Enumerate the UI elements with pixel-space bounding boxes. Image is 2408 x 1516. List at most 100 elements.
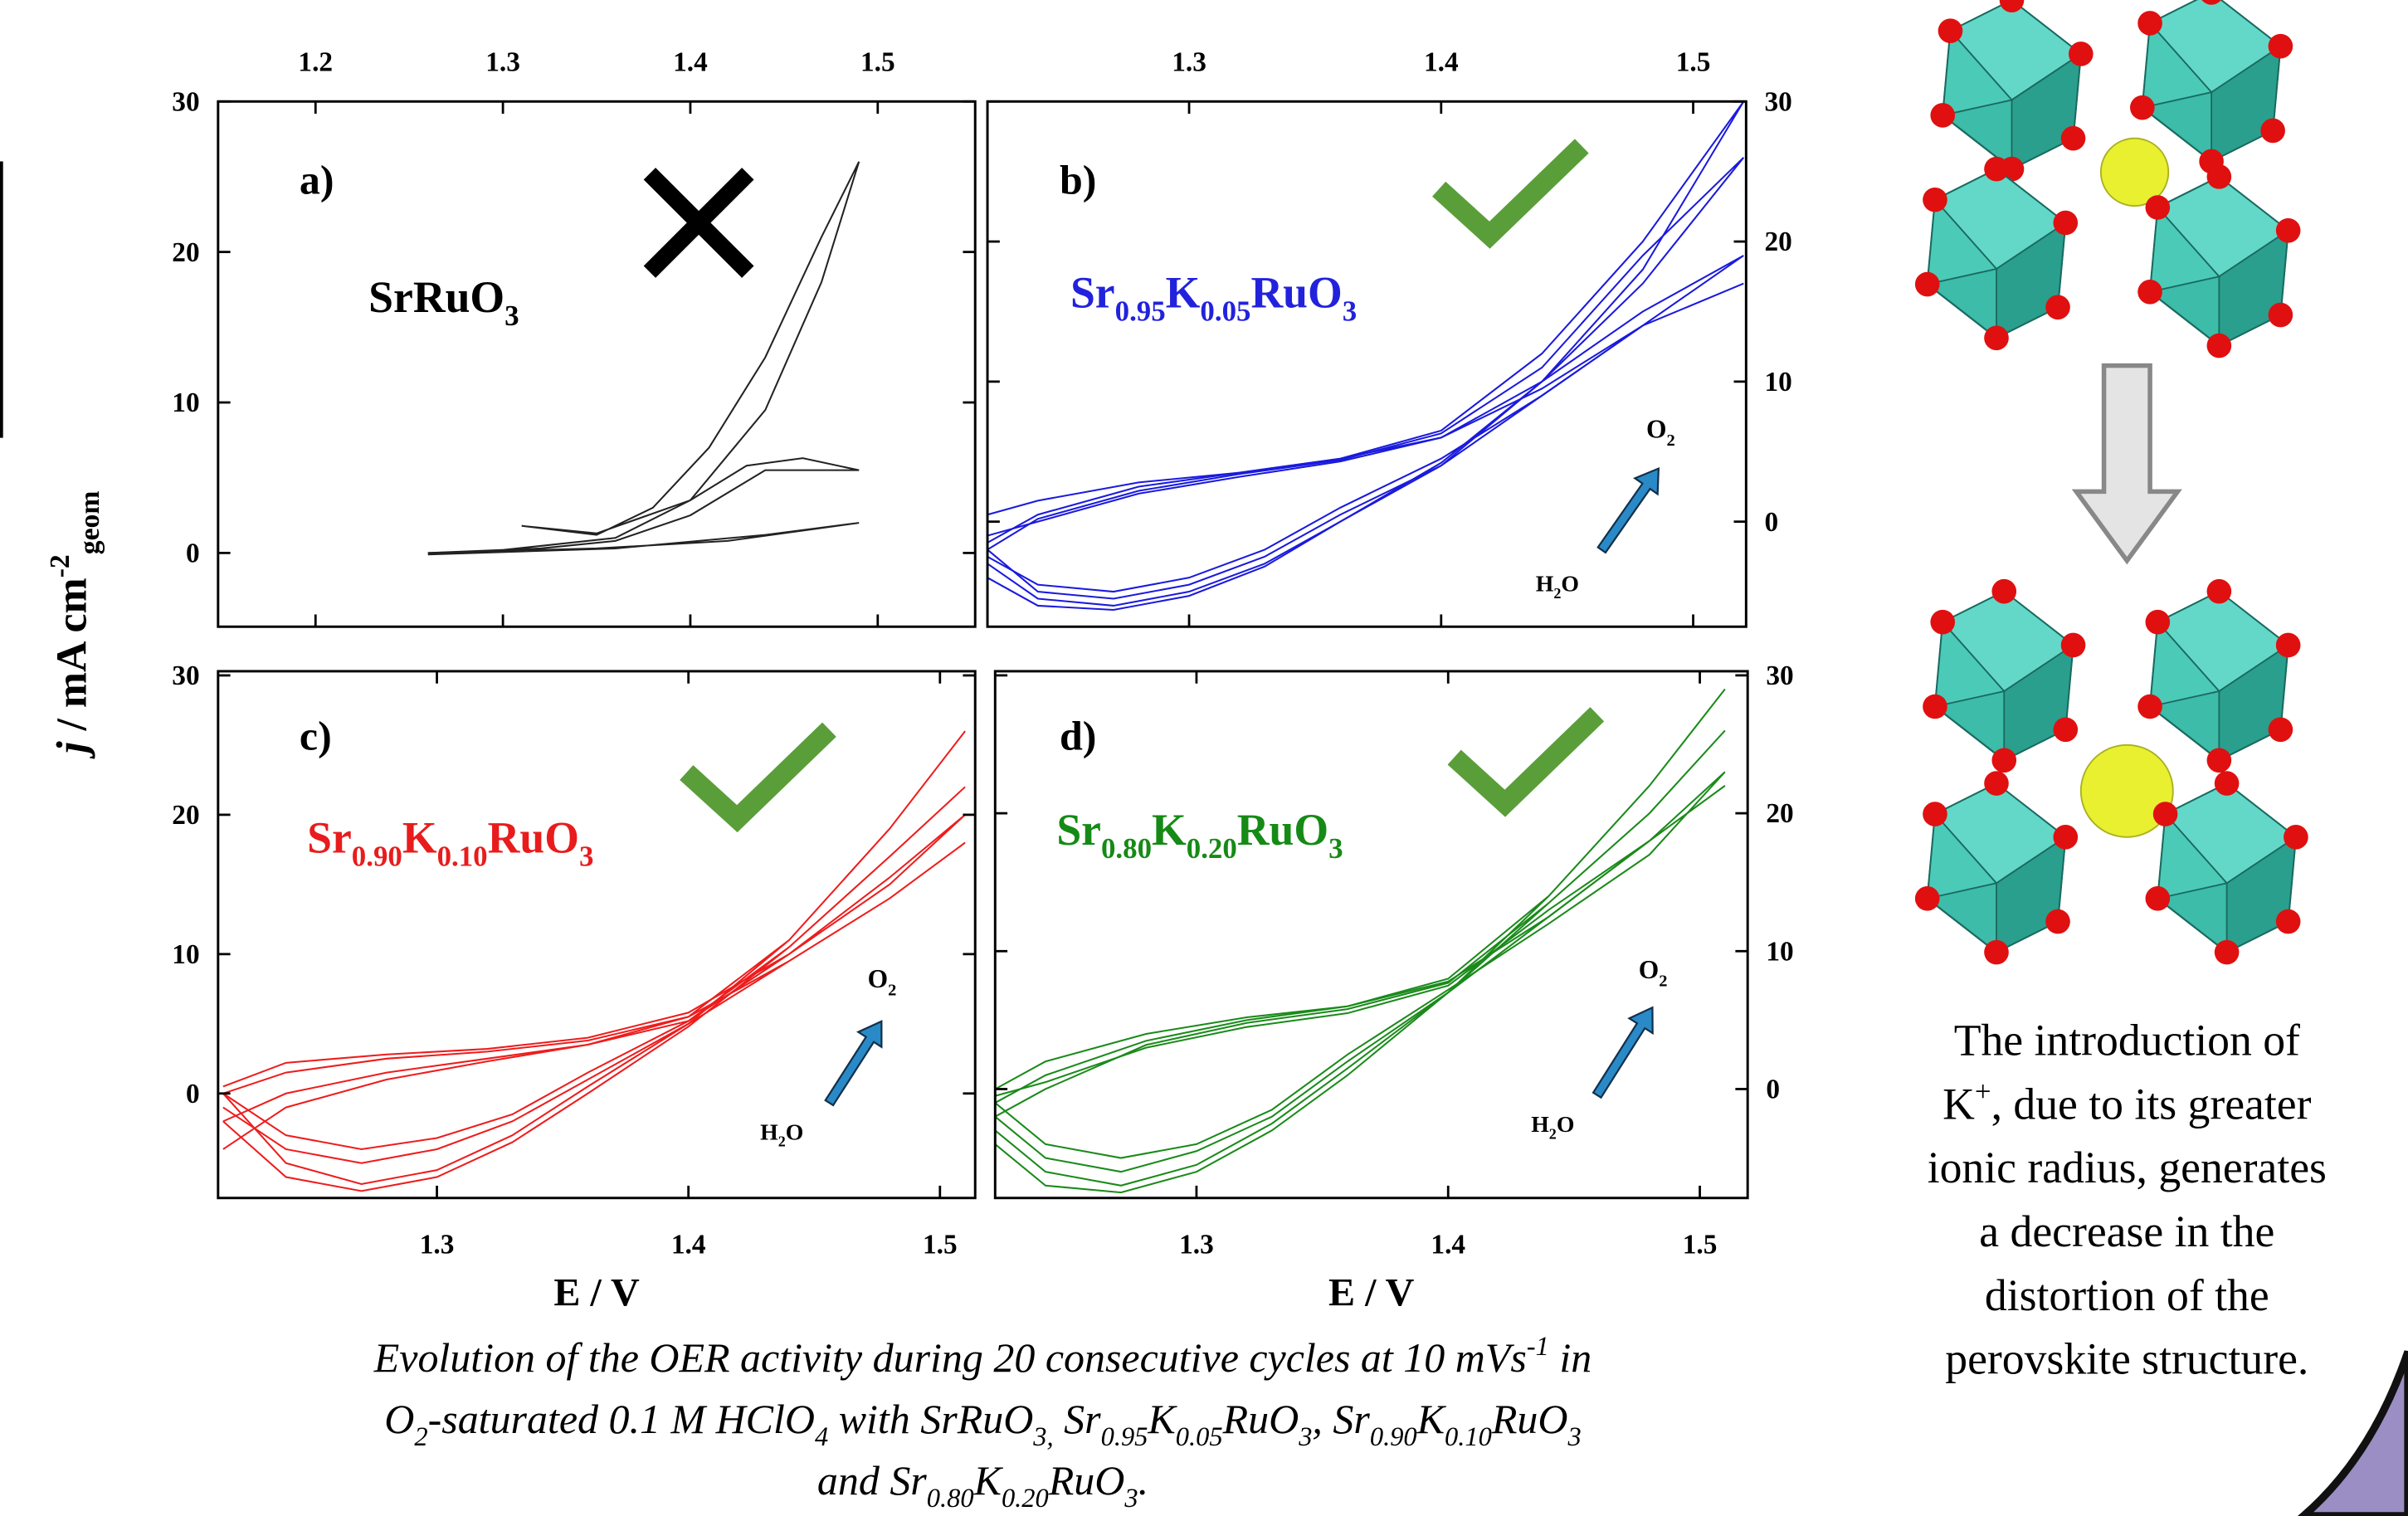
y-tick-label: 10 bbox=[172, 939, 199, 970]
text-segment: K bbox=[1166, 267, 1201, 317]
cv-curve bbox=[987, 282, 1744, 593]
text-segment: RuO bbox=[1491, 1396, 1568, 1442]
compound-label: Sr0.95K0.05RuO3 bbox=[1070, 267, 1357, 327]
corner-decoration bbox=[2297, 1350, 2408, 1516]
x-tick-label: 1.4 bbox=[1431, 1229, 1465, 1260]
y-axis-label: j / mA cm-2geom bbox=[45, 491, 105, 759]
cv-curve bbox=[994, 729, 1726, 1194]
text-segment: O bbox=[1557, 1112, 1575, 1138]
plot-frame bbox=[217, 670, 977, 1200]
text-segment: 3 bbox=[1328, 832, 1343, 865]
text-segment: 0.20 bbox=[1002, 1484, 1049, 1514]
cv-curve bbox=[521, 161, 860, 536]
product-label: O2 bbox=[1646, 415, 1675, 450]
text-segment: O bbox=[1646, 415, 1666, 444]
text-segment: K bbox=[1152, 805, 1187, 855]
text-segment: O bbox=[384, 1396, 414, 1442]
text-segment: K bbox=[1416, 1396, 1447, 1442]
structure-relaxed bbox=[1913, 578, 2309, 966]
compound-label: Sr0.80K0.20RuO3 bbox=[1056, 805, 1343, 865]
text-segment: 0.80 bbox=[1101, 832, 1152, 865]
compound-label: Sr0.90K0.10RuO3 bbox=[307, 812, 593, 872]
text-segment: , Sr bbox=[1312, 1396, 1370, 1442]
octahedron bbox=[1922, 578, 2087, 774]
text-segment: distortion of the bbox=[1985, 1270, 2269, 1320]
x-tick-label: 1.3 bbox=[1179, 1229, 1214, 1260]
y-tick-label: 30 bbox=[172, 661, 199, 691]
text-segment: 0.10 bbox=[437, 840, 488, 872]
text-segment: 0.05 bbox=[1200, 295, 1250, 327]
side-text-line: a decrease in the bbox=[1979, 1206, 2274, 1256]
y-tick-label: 10 bbox=[1766, 936, 1793, 967]
text-segment: 0.90 bbox=[352, 840, 402, 872]
caption-line: Evolution of the OER activity during 20 … bbox=[373, 1332, 1592, 1381]
y-tick-label: 0 bbox=[186, 538, 200, 568]
text-segment: 0.95 bbox=[1115, 295, 1166, 327]
panel-label: b) bbox=[1060, 156, 1096, 202]
text-segment: 2 bbox=[888, 982, 896, 1000]
text-segment: H bbox=[1531, 1112, 1549, 1138]
x-tick-label: 1.4 bbox=[671, 1229, 706, 1260]
plot-frame bbox=[217, 100, 977, 628]
arrow-shape bbox=[1592, 1006, 1654, 1099]
text-segment: O bbox=[1561, 572, 1579, 597]
cv-curve bbox=[987, 100, 1745, 607]
text-segment: . bbox=[1138, 1457, 1149, 1504]
text-segment: 2 bbox=[1659, 972, 1667, 991]
product-label: O2 bbox=[868, 964, 897, 999]
x-tick-label: 1.5 bbox=[860, 46, 895, 77]
side-text-line: ionic radius, generates bbox=[1928, 1143, 2327, 1192]
text-segment: Sr bbox=[307, 812, 352, 862]
cv-curve bbox=[222, 814, 966, 1150]
text-segment: 3, bbox=[1032, 1422, 1053, 1452]
text-segment: RuO bbox=[1237, 805, 1328, 855]
text-segment: 3 bbox=[1298, 1422, 1312, 1452]
reactant-label: H2O bbox=[760, 1119, 803, 1149]
cv-curve bbox=[222, 786, 966, 1192]
reactant-label: H2O bbox=[1536, 572, 1579, 602]
text-segment: RuO bbox=[488, 812, 579, 862]
text-segment: H bbox=[1536, 572, 1554, 597]
reactant-label: H2O bbox=[1531, 1112, 1574, 1142]
text-segment: H bbox=[760, 1119, 778, 1145]
x-axis-label: E / V bbox=[1328, 1270, 1415, 1314]
text-segment: geom bbox=[75, 491, 105, 555]
x-tick-label: 1.5 bbox=[1676, 46, 1711, 77]
octahedron bbox=[1913, 155, 2079, 352]
side-text-line: K+, due to its greater bbox=[1942, 1075, 2311, 1128]
x-tick-label: 1.4 bbox=[1424, 46, 1459, 77]
y-tick-label: 20 bbox=[172, 800, 199, 831]
cv-curve bbox=[427, 522, 860, 556]
text-segment: perovskite structure. bbox=[1945, 1334, 2308, 1384]
structure-distorted bbox=[1913, 0, 2302, 359]
text-segment: Sr bbox=[1070, 267, 1115, 317]
x-tick-label: 1.3 bbox=[1172, 46, 1206, 77]
text-segment: 2 bbox=[1666, 431, 1674, 450]
text-segment: O bbox=[1639, 955, 1659, 984]
octahedron bbox=[2137, 163, 2302, 359]
text-segment: and Sr bbox=[817, 1457, 927, 1504]
cv-curve bbox=[994, 688, 1726, 1187]
octahedron bbox=[1913, 770, 2079, 966]
text-segment: 0.90 bbox=[1370, 1422, 1417, 1452]
text-segment: in bbox=[1549, 1334, 1592, 1381]
check-icon bbox=[680, 722, 836, 833]
y-tick-label: 20 bbox=[1766, 798, 1793, 829]
text-segment: 3 bbox=[1343, 295, 1357, 327]
text-segment: + bbox=[1975, 1075, 1991, 1108]
arrow-shape bbox=[1596, 466, 1660, 554]
caption-line: and Sr0.80K0.20RuO3. bbox=[817, 1457, 1148, 1514]
y-tick-label: 0 bbox=[1765, 507, 1779, 538]
plot-frame bbox=[993, 670, 1749, 1200]
reaction-arrow bbox=[1596, 466, 1660, 554]
text-segment: O bbox=[868, 964, 888, 993]
y-tick-label: 10 bbox=[1765, 367, 1792, 397]
down-arrow bbox=[2071, 363, 2182, 565]
text-segment: 0.95 bbox=[1101, 1422, 1148, 1452]
text-segment: 0.10 bbox=[1445, 1422, 1492, 1452]
k-ion bbox=[2079, 743, 2174, 838]
y-tick-label: 0 bbox=[1766, 1075, 1780, 1105]
text-segment: Sr bbox=[1054, 1396, 1101, 1442]
plot-frame bbox=[986, 100, 1748, 628]
